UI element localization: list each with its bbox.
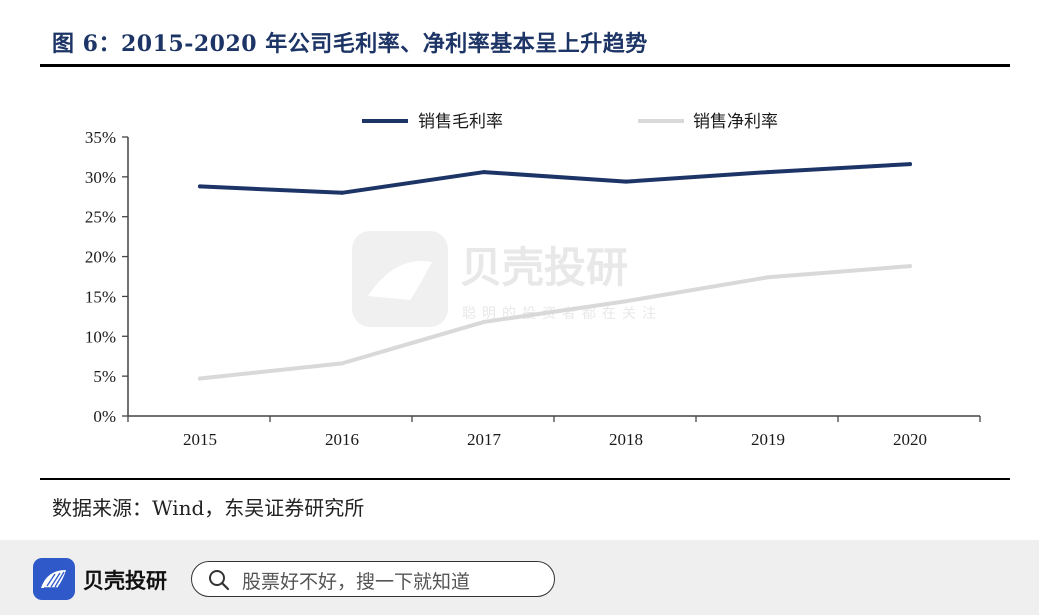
legend-label: 销售净利率 (693, 112, 778, 132)
x-tick-label: 2015 (183, 430, 217, 449)
search-placeholder: 股票好不好，搜一下就知道 (242, 571, 471, 593)
data-point (482, 170, 486, 175)
watermark-shell-icon (368, 260, 432, 300)
data-point (340, 190, 344, 195)
data-point (482, 319, 486, 324)
bottom-rule (40, 478, 1010, 480)
brand-name[interactable]: 贝壳投研 (83, 569, 167, 593)
search-icon (209, 570, 230, 591)
brand-logo-icon[interactable] (33, 558, 75, 600)
watermark: 贝壳投研 聪明的投资者都在关注 (352, 231, 656, 327)
page-title: 图 6：2015-2020 年公司毛利率、净利率基本呈上升趋势 (52, 31, 648, 57)
y-tick-label: 25% (85, 208, 116, 227)
data-point (198, 376, 202, 381)
y-tick-label: 10% (85, 327, 116, 346)
data-point (908, 162, 912, 167)
search-input[interactable]: 股票好不好，搜一下就知道 (191, 561, 555, 597)
source-note: 数据来源：Wind，东吴证券研究所 (52, 496, 365, 520)
y-tick-label: 15% (85, 287, 116, 306)
data-point (908, 264, 912, 269)
series-line-2 (198, 264, 912, 381)
data-point (198, 184, 202, 189)
bottom-bar: 贝壳投研 股票好不好，搜一下就知道 (0, 540, 1039, 615)
data-point (624, 299, 628, 304)
line-chart: 贝壳投研 聪明的投资者都在关注 0% 5% 10% 15% 20% 25% 30% 35% 20… (85, 112, 981, 449)
y-tick-label: 35% (85, 128, 116, 147)
series-line-1 (198, 162, 912, 195)
data-point (624, 179, 628, 184)
data-point (766, 170, 770, 175)
axes: 0% 5% 10% 15% 20% 25% 30% 35% 2015 2016 2017 2018 20… (85, 128, 981, 449)
x-tick-label: 2018 (609, 430, 643, 449)
series-lines (198, 162, 912, 381)
y-tick-label: 20% (85, 248, 116, 267)
watermark-name: 贝壳投研 (460, 243, 628, 292)
top-rule (40, 64, 1010, 67)
legend-label: 销售毛利率 (418, 112, 503, 132)
x-tick-label: 2019 (751, 430, 785, 449)
legend: 销售毛利率 销售净利率 (362, 112, 778, 132)
y-tick-label: 0% (93, 407, 116, 426)
data-point (340, 361, 344, 366)
x-tick-label: 2020 (893, 430, 927, 449)
x-tick-label: 2016 (325, 430, 359, 449)
y-tick-label: 30% (85, 168, 116, 187)
y-tick-label: 5% (93, 367, 116, 386)
data-point (766, 275, 770, 280)
x-tick-label: 2017 (467, 430, 502, 449)
